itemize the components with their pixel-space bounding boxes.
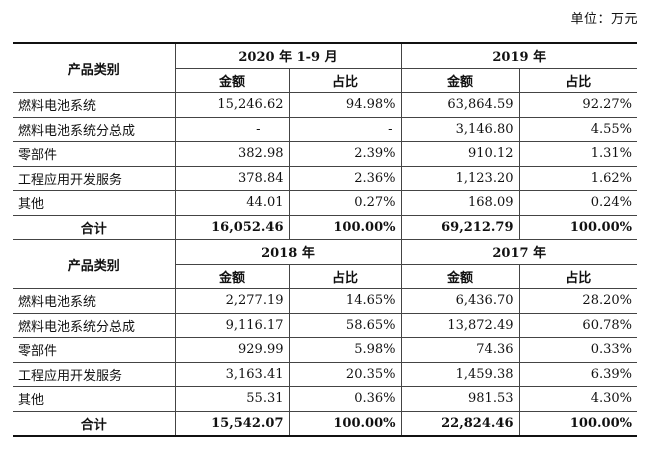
category-cell: 燃料电池系统分总成 bbox=[13, 312, 176, 338]
amount-cell: 910.12 bbox=[400, 141, 520, 167]
total-ratio-cell: 100.00% bbox=[518, 410, 637, 437]
block-2-period-row: 产品类别 2018 年 2017 年 bbox=[13, 239, 637, 289]
total-ratio-cell: 100.00% bbox=[518, 214, 637, 240]
category-cell: 其他 bbox=[13, 386, 176, 412]
ratio-cell: 60.78% bbox=[518, 312, 637, 338]
amount-cell: 168.09 bbox=[400, 190, 520, 216]
amount-header: 金额 bbox=[174, 67, 290, 93]
ratio-header: 占比 bbox=[518, 263, 637, 289]
table-row: 工程应用开发服务 3,163.41 20.35% 1,459.38 6.39% bbox=[13, 361, 637, 387]
ratio-cell: 1.62% bbox=[518, 165, 637, 191]
table-row: 燃料电池系统 15,246.62 94.98% 63,864.59 92.27% bbox=[13, 92, 637, 118]
amount-cell: 55.31 bbox=[174, 386, 290, 412]
total-amount-cell: 69,212.79 bbox=[400, 214, 520, 240]
total-label: 合计 bbox=[13, 214, 176, 240]
category-cell: 零部件 bbox=[13, 141, 176, 167]
category-header: 产品类别 bbox=[13, 42, 176, 93]
period-header: 2020 年 1-9 月 bbox=[174, 42, 402, 69]
ratio-cell: 4.55% bbox=[518, 116, 637, 142]
total-amount-cell: 16,052.46 bbox=[174, 214, 290, 240]
amount-cell: 382.98 bbox=[174, 141, 290, 167]
amount-header: 金额 bbox=[400, 67, 520, 93]
revenue-by-product-table: 产品类别 2020 年 1-9 月 2019 年 金额 占比 金额 占比 燃料电… bbox=[13, 42, 637, 437]
amount-header: 金额 bbox=[400, 263, 520, 289]
total-amount-cell: 15,542.07 bbox=[174, 410, 290, 437]
amount-cell: 378.84 bbox=[174, 165, 290, 191]
table-row: 其他 55.31 0.36% 981.53 4.30% bbox=[13, 386, 637, 412]
table-row: 工程应用开发服务 378.84 2.36% 1,123.20 1.62% bbox=[13, 165, 637, 191]
ratio-cell: 1.31% bbox=[518, 141, 637, 167]
category-cell: 燃料电池系统 bbox=[13, 92, 176, 118]
amount-cell: 2,277.19 bbox=[174, 288, 290, 314]
total-label: 合计 bbox=[13, 410, 176, 437]
table-row: 零部件 929.99 5.98% 74.36 0.33% bbox=[13, 337, 637, 363]
ratio-cell: 20.35% bbox=[288, 361, 402, 387]
ratio-cell: 14.65% bbox=[288, 288, 402, 314]
category-cell: 燃料电池系统 bbox=[13, 288, 176, 314]
ratio-cell: 5.98% bbox=[288, 337, 402, 363]
ratio-cell: 6.39% bbox=[518, 361, 637, 387]
ratio-cell: 0.33% bbox=[518, 337, 637, 363]
amount-cell: 1,123.20 bbox=[400, 165, 520, 191]
ratio-cell: 0.24% bbox=[518, 190, 637, 216]
amount-cell: 44.01 bbox=[174, 190, 290, 216]
total-amount-cell: 22,824.46 bbox=[400, 410, 520, 437]
table-row: 零部件 382.98 2.39% 910.12 1.31% bbox=[13, 141, 637, 167]
amount-cell: 74.36 bbox=[400, 337, 520, 363]
table-row: 其他 44.01 0.27% 168.09 0.24% bbox=[13, 190, 637, 216]
ratio-header: 占比 bbox=[288, 263, 402, 289]
amount-cell: 9,116.17 bbox=[174, 312, 290, 338]
unit-label: 单位：万元 bbox=[570, 12, 638, 27]
category-cell: 工程应用开发服务 bbox=[13, 165, 176, 191]
ratio-cell: - bbox=[288, 116, 402, 142]
amount-cell: 3,146.80 bbox=[400, 116, 520, 142]
amount-cell: 63,864.59 bbox=[400, 92, 520, 118]
amount-header: 金额 bbox=[174, 263, 290, 289]
table-row: 燃料电池系统分总成 9,116.17 58.65% 13,872.49 60.7… bbox=[13, 312, 637, 338]
total-row: 合计 16,052.46 100.00% 69,212.79 100.00% bbox=[13, 214, 637, 240]
category-cell: 其他 bbox=[13, 190, 176, 216]
category-cell: 零部件 bbox=[13, 337, 176, 363]
ratio-cell: 28.20% bbox=[518, 288, 637, 314]
ratio-cell: 2.36% bbox=[288, 165, 402, 191]
ratio-cell: 58.65% bbox=[288, 312, 402, 338]
ratio-cell: 4.30% bbox=[518, 386, 637, 412]
ratio-header: 占比 bbox=[288, 67, 402, 93]
table-row: 燃料电池系统 2,277.19 14.65% 6,436.70 28.20% bbox=[13, 288, 637, 314]
ratio-cell: 92.27% bbox=[518, 92, 637, 118]
ratio-cell: 2.39% bbox=[288, 141, 402, 167]
amount-cell: 981.53 bbox=[400, 386, 520, 412]
total-row: 合计 15,542.07 100.00% 22,824.46 100.00% bbox=[13, 410, 637, 437]
amount-cell: 929.99 bbox=[174, 337, 290, 363]
ratio-cell: 0.36% bbox=[288, 386, 402, 412]
block-1-subheader-row: 金额 占比 金额 占比 bbox=[13, 67, 637, 93]
amount-cell: 15,246.62 bbox=[174, 92, 290, 118]
category-cell: 燃料电池系统分总成 bbox=[13, 116, 176, 142]
ratio-cell: 94.98% bbox=[288, 92, 402, 118]
amount-cell: 6,436.70 bbox=[400, 288, 520, 314]
amount-cell: 1,459.38 bbox=[400, 361, 520, 387]
table-row: 燃料电池系统分总成 - - 3,146.80 4.55% bbox=[13, 116, 637, 142]
total-ratio-cell: 100.00% bbox=[288, 214, 402, 240]
ratio-cell: 0.27% bbox=[288, 190, 402, 216]
period-header: 2018 年 bbox=[174, 239, 402, 265]
period-header: 2019 年 bbox=[400, 42, 637, 69]
amount-cell: 13,872.49 bbox=[400, 312, 520, 338]
amount-cell: - bbox=[174, 116, 290, 142]
total-ratio-cell: 100.00% bbox=[288, 410, 402, 437]
block-1-period-row: 产品类别 2020 年 1-9 月 2019 年 bbox=[13, 42, 637, 93]
category-header: 产品类别 bbox=[13, 239, 176, 289]
ratio-header: 占比 bbox=[518, 67, 637, 93]
period-header: 2017 年 bbox=[400, 239, 637, 265]
category-cell: 工程应用开发服务 bbox=[13, 361, 176, 387]
amount-cell: 3,163.41 bbox=[174, 361, 290, 387]
